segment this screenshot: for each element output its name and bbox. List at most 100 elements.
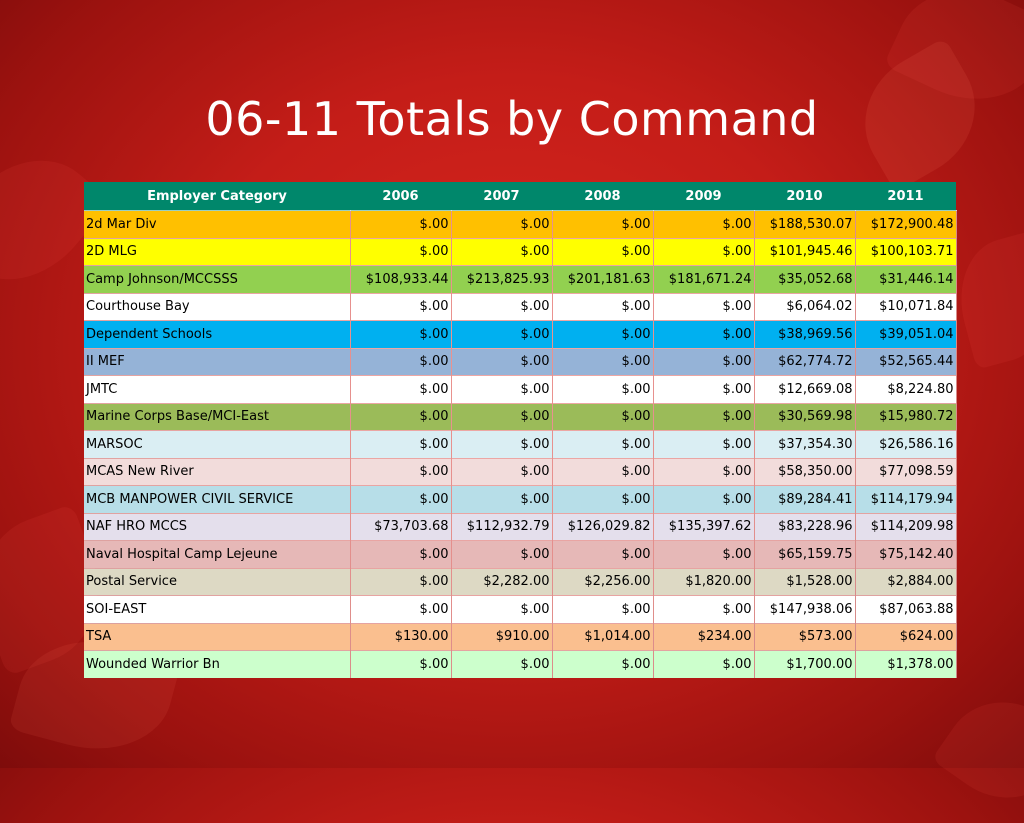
amount-cell-2010: $62,774.72	[754, 347, 856, 376]
employer-category-cell: MARSOC	[84, 430, 351, 458]
employer-category-cell: Camp Johnson/MCCSSS	[84, 265, 351, 293]
amount-cell-2007: $.00	[451, 347, 553, 376]
column-header-2010: 2010	[754, 182, 855, 211]
table-row: Courthouse Bay $.00 $.00 $.00 $.00 $6,064.02 $…	[84, 292, 957, 321]
table-row: JMTC $.00 $.00 $.00 $.00 $12,669.08 $8,224.80	[84, 375, 957, 403]
amount-cell-2009: $.00	[653, 210, 755, 238]
amount-cell-2008: $2,256.00	[552, 567, 654, 596]
amount-cell-2006: $.00	[350, 320, 452, 348]
amount-cell-2009: $.00	[653, 347, 755, 376]
amount-cell-2010: $6,064.02	[754, 292, 856, 321]
column-header-2007: 2007	[451, 182, 552, 211]
table-row: NAF HRO MCCS $73,703.68 $112,932.79 $126,02…	[84, 512, 957, 541]
amount-cell-2006: $.00	[350, 292, 452, 321]
amount-cell-2011: $1,378.00	[855, 650, 957, 678]
amount-cell-2007: $2,282.00	[451, 567, 553, 596]
background-leaf-decoration	[931, 677, 1024, 823]
amount-cell-2007: $.00	[451, 595, 553, 623]
amount-cell-2010: $1,700.00	[754, 650, 856, 678]
amount-cell-2008: $126,029.82	[552, 512, 654, 541]
amount-cell-2009: $.00	[653, 375, 755, 403]
column-header-2008: 2008	[552, 182, 653, 211]
amount-cell-2010: $573.00	[754, 622, 856, 651]
amount-cell-2007: $.00	[451, 375, 553, 403]
table-body: 2d Mar Div $.00 $.00 $.00 $.00 $188,530.07 $17…	[84, 210, 957, 678]
amount-cell-2006: $.00	[350, 402, 452, 431]
table-row: 2d Mar Div $.00 $.00 $.00 $.00 $188,530.07 $17…	[84, 210, 957, 238]
amount-cell-2007: $.00	[451, 650, 553, 678]
amount-cell-2009: $135,397.62	[653, 512, 755, 541]
amount-cell-2006: $130.00	[350, 622, 452, 651]
employer-category-cell: Marine Corps Base/MCI-East	[84, 402, 351, 431]
amount-cell-2009: $.00	[653, 430, 755, 458]
amount-cell-2008: $.00	[552, 292, 654, 321]
amount-cell-2011: $172,900.48	[855, 210, 957, 238]
amount-cell-2011: $26,586.16	[855, 430, 957, 458]
amount-cell-2006: $.00	[350, 457, 452, 486]
amount-cell-2010: $35,052.68	[754, 265, 856, 293]
amount-cell-2010: $147,938.06	[754, 595, 856, 623]
amount-cell-2008: $.00	[552, 375, 654, 403]
amount-cell-2008: $.00	[552, 210, 654, 238]
amount-cell-2007: $.00	[451, 320, 553, 348]
amount-cell-2006: $.00	[350, 540, 452, 568]
table-row: TSA $130.00 $910.00 $1,014.00 $234.00 $573.00…	[84, 622, 957, 651]
amount-cell-2007: $.00	[451, 237, 553, 266]
amount-cell-2010: $30,569.98	[754, 402, 856, 431]
amount-cell-2008: $.00	[552, 402, 654, 431]
amount-cell-2008: $.00	[552, 320, 654, 348]
amount-cell-2008: $.00	[552, 650, 654, 678]
employer-category-cell: Dependent Schools	[84, 320, 351, 348]
amount-cell-2011: $87,063.88	[855, 595, 957, 623]
amount-cell-2006: $.00	[350, 210, 452, 238]
amount-cell-2010: $58,350.00	[754, 457, 856, 486]
amount-cell-2009: $.00	[653, 320, 755, 348]
employer-category-cell: Wounded Warrior Bn	[84, 650, 351, 678]
amount-cell-2011: $10,071.84	[855, 292, 957, 321]
amount-cell-2009: $.00	[653, 540, 755, 568]
amount-cell-2010: $12,669.08	[754, 375, 856, 403]
employer-category-cell: II MEF	[84, 347, 351, 376]
amount-cell-2008: $.00	[552, 237, 654, 266]
amount-cell-2006: $.00	[350, 237, 452, 266]
employer-category-cell: 2d Mar Div	[84, 210, 351, 238]
amount-cell-2010: $38,969.56	[754, 320, 856, 348]
table-row: Camp Johnson/MCCSSS $108,933.44 $213,825.9…	[84, 265, 957, 293]
employer-category-cell: NAF HRO MCCS	[84, 512, 351, 541]
amount-cell-2009: $234.00	[653, 622, 755, 651]
totals-table: Employer Category 2006 2007 2008 2009 20…	[84, 182, 957, 678]
amount-cell-2008: $.00	[552, 347, 654, 376]
amount-cell-2009: $.00	[653, 292, 755, 321]
amount-cell-2009: $.00	[653, 595, 755, 623]
table-row: MCAS New River $.00 $.00 $.00 $.00 $58,350.00…	[84, 457, 957, 486]
column-header-employer-category: Employer Category	[84, 182, 350, 211]
table-row: II MEF $.00 $.00 $.00 $.00 $62,774.72 $52,565.…	[84, 347, 957, 376]
column-header-2011: 2011	[855, 182, 956, 211]
amount-cell-2006: $108,933.44	[350, 265, 452, 293]
employer-category-cell: Naval Hospital Camp Lejeune	[84, 540, 351, 568]
amount-cell-2007: $.00	[451, 430, 553, 458]
amount-cell-2010: $65,159.75	[754, 540, 856, 568]
amount-cell-2008: $1,014.00	[552, 622, 654, 651]
amount-cell-2008: $.00	[552, 485, 654, 513]
employer-category-cell: 2D MLG	[84, 237, 351, 266]
employer-category-cell: Courthouse Bay	[84, 292, 351, 321]
amount-cell-2008: $201,181.63	[552, 265, 654, 293]
amount-cell-2008: $.00	[552, 595, 654, 623]
amount-cell-2006: $.00	[350, 430, 452, 458]
amount-cell-2007: $.00	[451, 457, 553, 486]
amount-cell-2009: $.00	[653, 457, 755, 486]
amount-cell-2011: $31,446.14	[855, 265, 957, 293]
amount-cell-2011: $114,209.98	[855, 512, 957, 541]
employer-category-cell: SOI-EAST	[84, 595, 351, 623]
amount-cell-2007: $.00	[451, 402, 553, 431]
table-row: Dependent Schools $.00 $.00 $.00 $.00 $38,969…	[84, 320, 957, 348]
table-row: SOI-EAST $.00 $.00 $.00 $.00 $147,938.06 $87,0…	[84, 595, 957, 623]
amount-cell-2009: $.00	[653, 650, 755, 678]
table-row: 2D MLG $.00 $.00 $.00 $.00 $101,945.46 $100,10…	[84, 237, 957, 266]
table-row: Naval Hospital Camp Lejeune $.00 $.00 $.00 $…	[84, 540, 957, 568]
amount-cell-2007: $.00	[451, 292, 553, 321]
table-row: Postal Service $.00 $2,282.00 $2,256.00 $1,8…	[84, 567, 957, 596]
amount-cell-2011: $52,565.44	[855, 347, 957, 376]
amount-cell-2007: $.00	[451, 485, 553, 513]
